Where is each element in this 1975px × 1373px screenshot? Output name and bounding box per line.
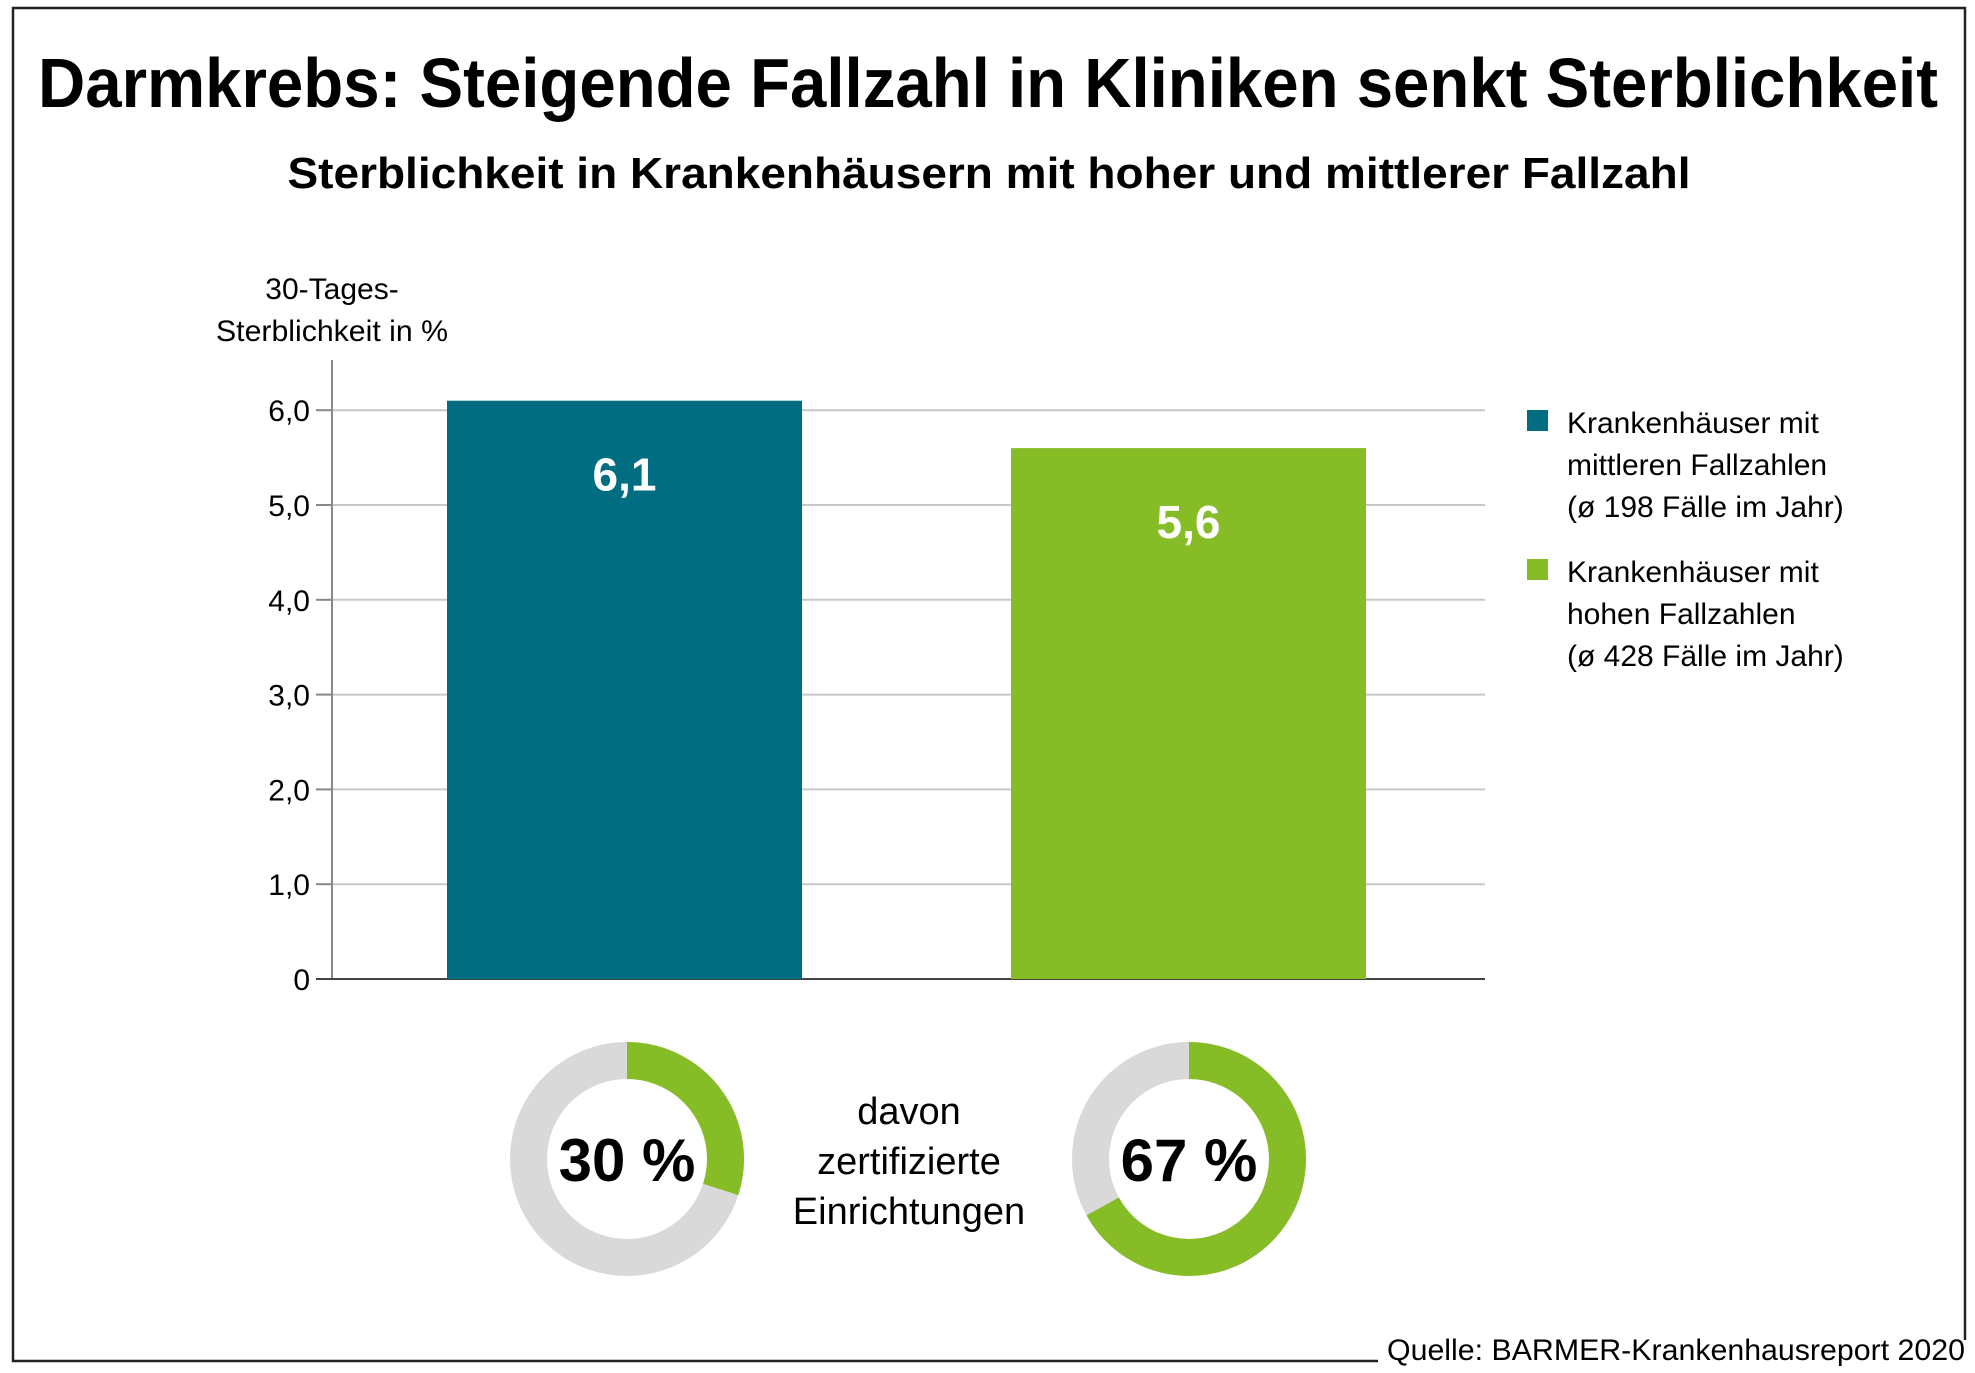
y-tick-label: 4,0 <box>268 585 310 618</box>
legend-swatch <box>1527 410 1548 431</box>
y-tick-label: 6,0 <box>268 395 310 428</box>
donut-value-label: 67 % <box>1121 1127 1258 1194</box>
source-note: Quelle: BARMER-Krankenhausreport 2020 <box>1387 1334 1965 1367</box>
donut-value-label: 30 % <box>559 1127 696 1194</box>
frame-border <box>11 6 1967 1363</box>
legend-label: Krankenhäuser mit <box>1567 407 1819 440</box>
legend-label: Krankenhäuser mit <box>1567 556 1819 589</box>
chart-subtitle: Sterblichkeit in Krankenhäusern mit hohe… <box>288 149 1691 198</box>
y-tick-label: 5,0 <box>268 490 310 523</box>
donut-caption-line-2: zertifizierte <box>817 1141 1001 1183</box>
y-tick-label: 3,0 <box>268 680 310 713</box>
legend-swatch <box>1527 559 1548 580</box>
y-axis-label-line-1: 30-Tages- <box>265 273 398 306</box>
bar <box>447 400 802 980</box>
chart-title: Darmkrebs: Steigende Fallzahl in Klinike… <box>38 44 1938 122</box>
legend-label: (ø 198 Fälle im Jahr) <box>1567 491 1844 524</box>
y-tick-label: 1,0 <box>268 869 310 902</box>
bar-value-label: 5,6 <box>1157 496 1221 548</box>
legend-label: mittleren Fallzahlen <box>1567 449 1827 482</box>
y-axis-label-line-2: Sterblichkeit in % <box>216 315 448 348</box>
donut-segment <box>1086 1042 1306 1276</box>
bar-value-label: 6,1 <box>593 449 657 501</box>
donut-caption-line-3: Einrichtungen <box>793 1191 1025 1233</box>
donut-caption-line-1: davon <box>857 1091 961 1133</box>
bar <box>1011 448 1366 979</box>
y-tick-label: 2,0 <box>268 774 310 807</box>
y-tick-label: 0 <box>293 964 310 997</box>
donut-segment <box>626 1042 744 1196</box>
legend-label: (ø 428 Fälle im Jahr) <box>1567 640 1844 673</box>
legend-label: hohen Fallzahlen <box>1567 598 1796 631</box>
